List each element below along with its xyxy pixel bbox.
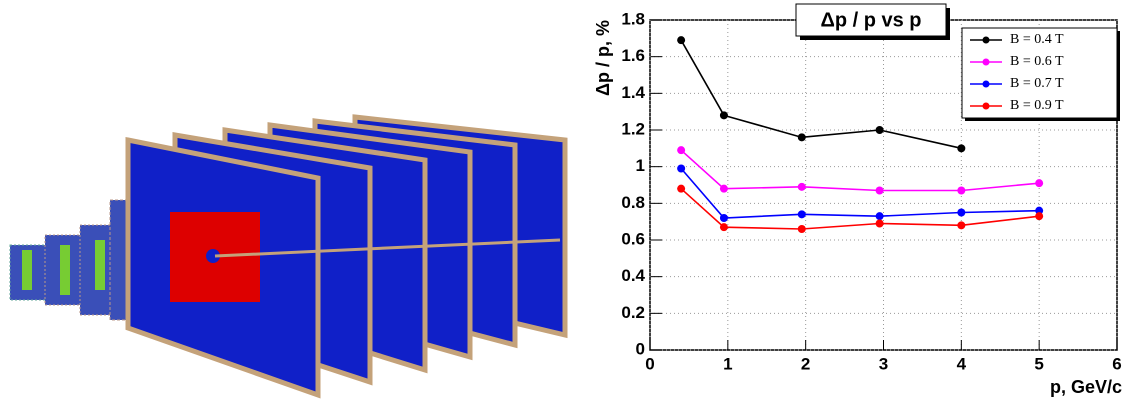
data-point — [875, 212, 884, 221]
x-tick-label: 2 — [801, 354, 810, 373]
legend-label: B = 0.6 T — [1010, 54, 1064, 69]
data-point — [957, 144, 966, 153]
data-point — [797, 182, 806, 191]
y-tick-label: 1 — [636, 156, 645, 175]
legend-dot — [982, 36, 990, 44]
legend-label: B = 0.4 T — [1010, 32, 1064, 47]
x-tick-label: 4 — [957, 354, 967, 373]
x-axis-label: p, GeV/c — [1050, 377, 1122, 397]
series-line — [680, 39, 962, 150]
data-point — [719, 214, 728, 222]
legend-dot — [982, 80, 990, 88]
y-axis-label: Δp / p, % — [593, 20, 613, 96]
x-tick-label: 3 — [879, 354, 888, 373]
y-tick-label: 0.4 — [621, 266, 645, 285]
large-panels — [125, 114, 568, 399]
data-point — [957, 208, 966, 217]
series-line — [680, 188, 1040, 230]
title-box — [795, 3, 947, 37]
chart-title: Δp / p vs p — [820, 9, 921, 31]
data-point — [677, 184, 686, 193]
y-tick-label: 1.6 — [621, 46, 645, 65]
station-part — [95, 240, 105, 290]
data-point — [875, 126, 884, 134]
y-tick-label: 1.4 — [621, 83, 645, 102]
data-point — [719, 184, 728, 193]
y-tick-label: 0.6 — [621, 229, 645, 248]
x-tick-label: 1 — [723, 354, 732, 373]
y-tick-label: 1.8 — [621, 9, 645, 28]
legend-dot — [982, 102, 990, 110]
data-point — [677, 146, 686, 155]
y-tick-label: 0.8 — [621, 193, 645, 212]
legend-label: B = 0.9 T — [1010, 98, 1064, 113]
data-point — [1035, 206, 1044, 215]
beam-hole — [206, 249, 220, 263]
legend-dot — [982, 58, 990, 66]
data-point — [875, 219, 884, 228]
data-point — [677, 164, 686, 173]
data-point — [957, 186, 966, 195]
legend-box — [961, 27, 1118, 119]
data-point — [797, 225, 806, 233]
data-point — [875, 186, 884, 195]
data-point — [1035, 212, 1044, 221]
data-point — [957, 221, 966, 230]
y-tick-label: 0 — [636, 339, 645, 358]
series-line — [680, 149, 1040, 192]
beam-pipe — [214, 238, 561, 258]
station-part — [60, 245, 70, 295]
detector-render — [9, 114, 568, 399]
station-part — [22, 250, 32, 290]
x-tick-label: 0 — [645, 354, 654, 373]
data-point — [1035, 179, 1044, 188]
y-tick-label: 1.2 — [621, 119, 645, 138]
legend-label: B = 0.7 T — [1010, 76, 1064, 91]
data-point — [719, 111, 728, 120]
data-point — [797, 133, 806, 142]
series-line — [680, 167, 1040, 219]
x-tick-label: 5 — [1034, 354, 1043, 373]
data-point — [797, 210, 806, 219]
y-tick-label: 0.2 — [621, 303, 645, 322]
x-tick-label: 6 — [1112, 354, 1121, 373]
data-point — [677, 36, 686, 45]
data-point — [719, 223, 728, 232]
